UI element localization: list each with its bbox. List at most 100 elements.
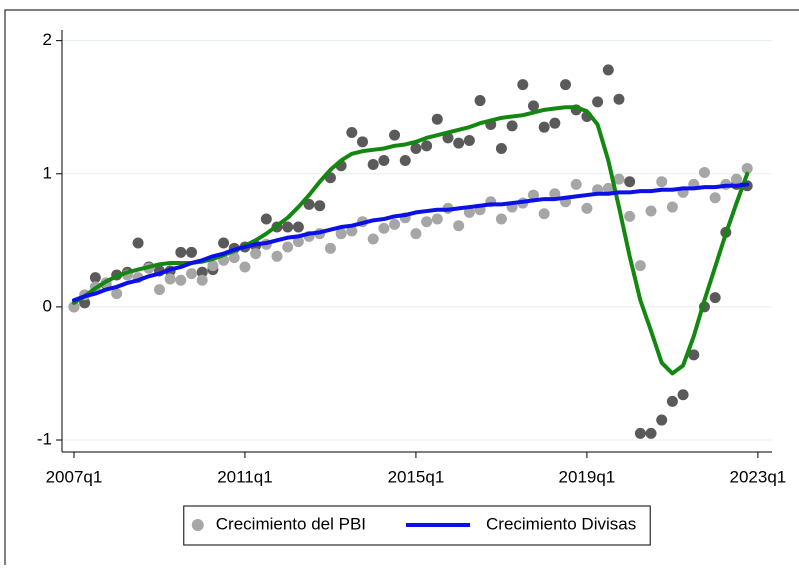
- data-point: [228, 252, 240, 264]
- data-point: [303, 198, 315, 210]
- data-point: [527, 100, 539, 112]
- data-point: [731, 173, 743, 185]
- data-point: [538, 208, 550, 220]
- data-point: [218, 237, 230, 249]
- data-point: [549, 117, 561, 129]
- data-point: [239, 261, 251, 273]
- data-point: [378, 154, 390, 166]
- y-tick-label: 1: [43, 163, 52, 182]
- data-point: [645, 427, 657, 439]
- legend-label: Crecimiento Divisas: [486, 514, 636, 533]
- x-tick-label: 2007q1: [46, 467, 103, 486]
- data-point: [549, 188, 561, 200]
- data-point: [613, 93, 625, 105]
- data-point: [324, 242, 336, 254]
- data-point: [292, 221, 304, 233]
- data-point: [431, 113, 443, 125]
- data-point: [186, 246, 198, 258]
- x-tick-label: 2019q1: [559, 467, 616, 486]
- data-point: [527, 189, 539, 201]
- data-point: [68, 301, 80, 313]
- data-point: [666, 395, 678, 407]
- data-point: [421, 216, 433, 228]
- data-point: [538, 121, 550, 133]
- data-point: [474, 95, 486, 107]
- y-tick-label: 2: [43, 30, 52, 49]
- legend-box: [183, 505, 651, 546]
- data-point: [399, 154, 411, 166]
- data-point: [463, 134, 475, 146]
- data-point: [602, 182, 614, 194]
- data-point: [570, 178, 582, 190]
- data-point: [656, 176, 668, 188]
- x-tick-label: 2023q1: [730, 467, 787, 486]
- data-point: [741, 162, 753, 174]
- data-point: [111, 288, 123, 300]
- data-point: [656, 414, 668, 426]
- data-point: [560, 79, 572, 91]
- plot-area: [62, 30, 772, 452]
- data-point: [634, 427, 646, 439]
- data-point: [207, 260, 219, 272]
- data-point: [463, 206, 475, 218]
- data-point: [495, 213, 507, 225]
- data-point: [89, 272, 101, 284]
- data-point: [389, 218, 401, 230]
- data-point: [453, 137, 465, 149]
- data-point: [196, 274, 208, 286]
- data-point: [196, 266, 208, 278]
- y-tick-label: 0: [43, 296, 52, 315]
- data-point: [335, 228, 347, 240]
- data-point: [292, 236, 304, 248]
- data-point: [186, 268, 198, 280]
- data-point: [410, 142, 422, 154]
- data-point: [346, 225, 358, 237]
- data-point: [378, 222, 390, 234]
- data-point: [410, 228, 422, 240]
- data-point: [709, 292, 721, 304]
- data-point: [666, 201, 678, 213]
- data-point: [271, 250, 283, 262]
- data-point: [634, 260, 646, 272]
- data-point: [314, 200, 326, 212]
- data-point: [175, 274, 187, 286]
- data-point: [688, 349, 700, 361]
- data-point: [624, 176, 636, 188]
- data-point: [431, 213, 443, 225]
- data-point: [367, 233, 379, 245]
- data-point: [282, 241, 294, 253]
- data-point: [175, 246, 187, 258]
- legend-marker: [191, 519, 204, 531]
- data-point: [581, 202, 593, 214]
- data-point: [164, 273, 176, 285]
- data-point: [346, 127, 358, 139]
- data-point: [260, 213, 272, 225]
- data-point: [624, 210, 636, 222]
- data-point: [421, 140, 433, 152]
- data-point: [282, 221, 294, 233]
- data-point: [495, 142, 507, 154]
- data-point: [356, 136, 368, 148]
- data-point: [613, 173, 625, 185]
- x-tick-label: 2015q1: [388, 467, 445, 486]
- legend-label: Crecimiento del PBI: [216, 514, 366, 533]
- data-point: [389, 129, 401, 141]
- data-point: [132, 237, 144, 249]
- data-point: [367, 158, 379, 170]
- data-point: [709, 192, 721, 204]
- data-point: [506, 120, 518, 132]
- data-point: [453, 220, 465, 232]
- data-point: [517, 79, 529, 91]
- data-point: [698, 166, 710, 178]
- data-point: [677, 389, 689, 401]
- data-line: [71, 182, 750, 303]
- data-point: [153, 284, 165, 296]
- data-point: [602, 64, 614, 76]
- legend: Crecimiento del PBI Crecimiento Divisas: [183, 505, 651, 546]
- x-tick-label: 2011q1: [217, 467, 272, 486]
- data-point: [592, 96, 604, 108]
- y-tick-label: -1: [37, 430, 52, 449]
- data-point: [645, 205, 657, 217]
- data-point: [250, 248, 262, 260]
